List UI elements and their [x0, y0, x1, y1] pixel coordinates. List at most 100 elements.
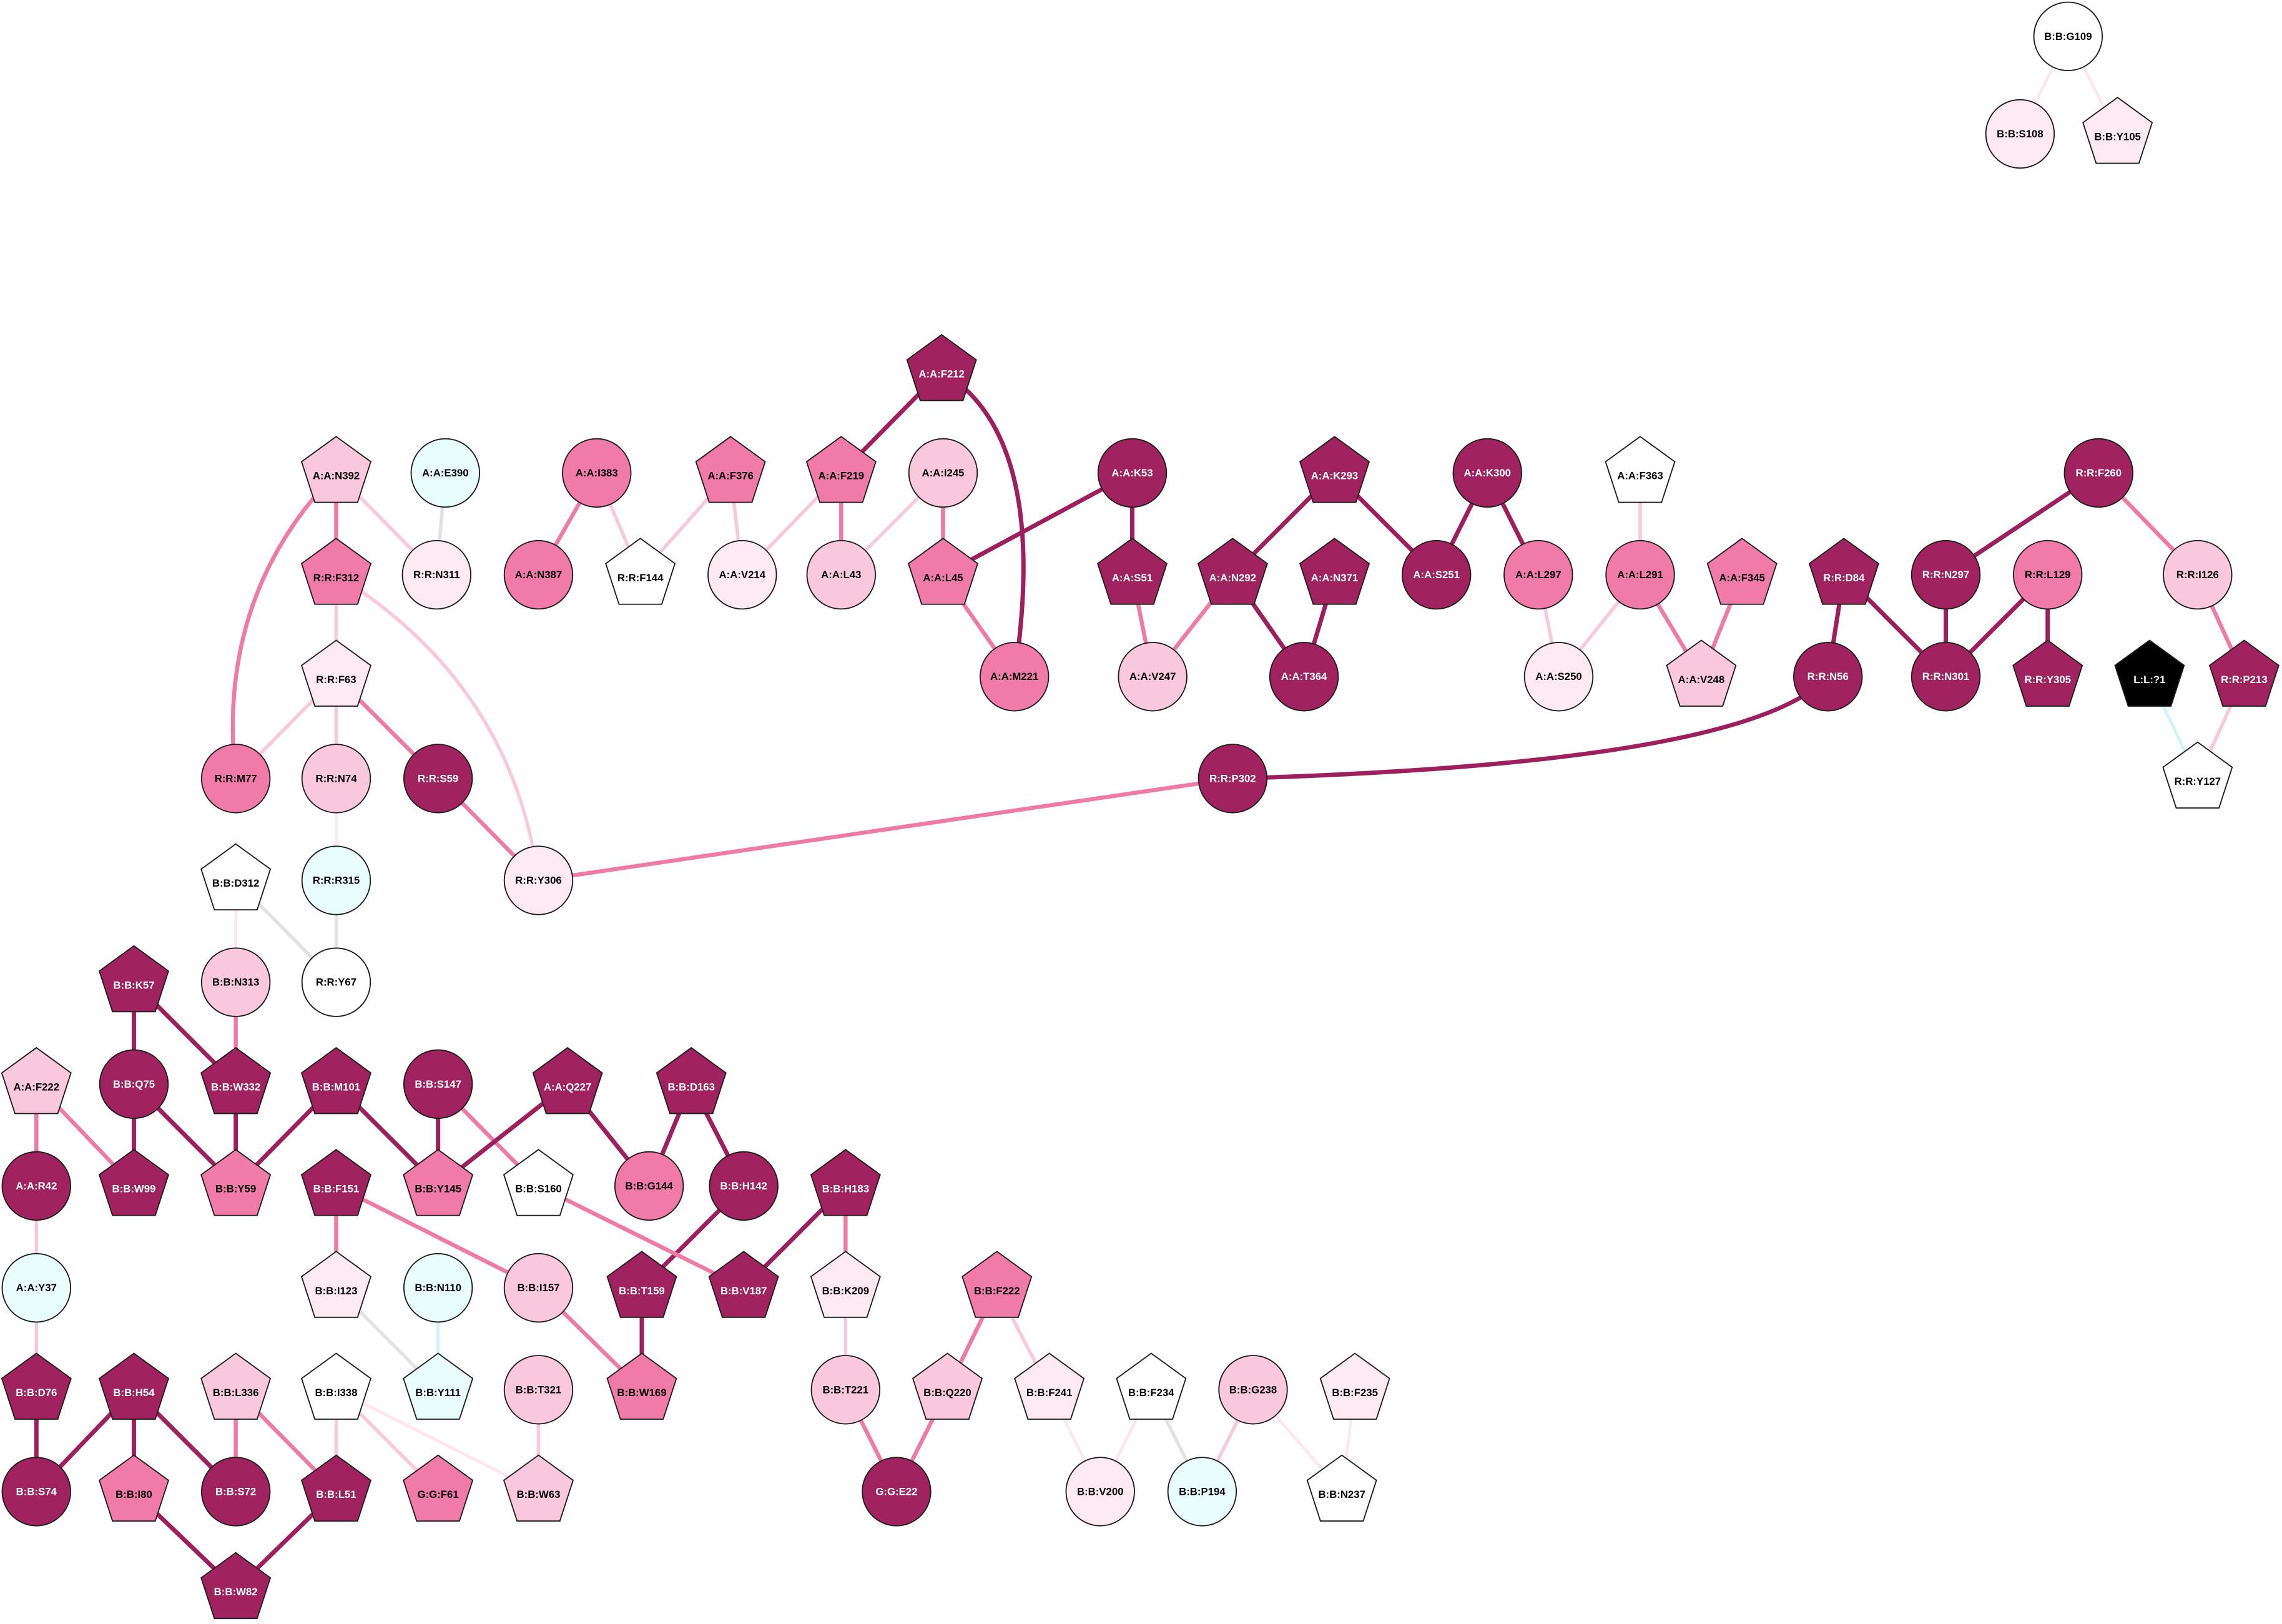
residue-node-b-b-f235: B:B:F235	[1319, 1352, 1390, 1420]
residue-node-a-a-i383: A:A:I383	[561, 438, 632, 508]
node-pentagon	[300, 436, 371, 503]
node-circle	[403, 1049, 473, 1120]
node-circle	[2012, 539, 2083, 610]
node-label: B:B:L336	[213, 1387, 259, 1399]
residue-node-a-a-v248: A:A:V248	[1666, 639, 1737, 707]
node-circle	[1523, 642, 1594, 712]
node-label: A:A:T364	[1281, 671, 1327, 682]
residue-node-r-r-s59: R:R:S59	[403, 744, 473, 814]
node-label: B:B:Y111	[415, 1387, 461, 1399]
node-label: B:B:I157	[517, 1282, 559, 1294]
node-label: A:A:L43	[821, 569, 861, 581]
residue-node-a-a-e390: A:A:E390	[410, 438, 480, 508]
node-label: A:A:N371	[1311, 572, 1358, 584]
residue-node-b-b-g144: B:B:G144	[614, 1151, 684, 1221]
node-circle	[1269, 642, 1339, 712]
residue-node-r-r-p213: R:R:P213	[2208, 639, 2280, 707]
node-pentagon	[503, 1454, 574, 1522]
node-pentagon	[805, 436, 877, 503]
node-label: R:R:R315	[313, 875, 360, 887]
node-pentagon	[1, 1046, 72, 1115]
node-label: R:R:N311	[413, 569, 460, 581]
residue-node-b-b-y59: B:B:Y59	[200, 1149, 272, 1216]
edge-r-r-n56-to-r-r-p302	[1230, 674, 1831, 781]
residue-node-b-b-d76: B:B:D76	[1, 1352, 72, 1420]
residue-node-b-b-n237: B:B:N237	[1306, 1454, 1377, 1522]
residue-node-a-a-f222: A:A:F222	[1, 1046, 72, 1115]
node-label: R:R:I126	[2176, 569, 2219, 581]
node-label: B:B:G109	[2044, 31, 2092, 42]
node-label: B:B:I80	[116, 1489, 152, 1500]
residue-node-a-a-r42: A:A:R42	[1, 1151, 71, 1221]
node-label: A:A:L45	[923, 572, 963, 584]
node-pentagon	[2012, 639, 2083, 707]
residue-node-a-a-s251: A:A:S251	[1401, 539, 1472, 610]
residue-node-b-b-t221: B:B:T221	[810, 1355, 881, 1425]
node-circle	[2163, 539, 2233, 610]
node-circle	[2063, 438, 2134, 508]
node-label: A:A:N387	[515, 569, 562, 581]
residue-node-r-r-n311: R:R:N311	[401, 539, 472, 610]
residue-node-b-b-y145: B:B:Y145	[403, 1149, 474, 1216]
node-label: B:B:W332	[211, 1081, 260, 1093]
residue-node-b-b-f241: B:B:F241	[1014, 1352, 1085, 1420]
residue-node-b-b-g109: B:B:G109	[2033, 1, 2103, 71]
residue-node-b-b-i123: B:B:I123	[300, 1251, 371, 1318]
node-label: B:B:S72	[215, 1485, 256, 1497]
node-circle	[1985, 99, 2055, 169]
node-label: B:B:F241	[1026, 1387, 1073, 1399]
residue-node-a-a-m221: A:A:M221	[979, 642, 1050, 712]
residue-node-r-r-f63: R:R:F63	[300, 639, 371, 707]
node-label: B:B:Y59	[215, 1183, 256, 1195]
node-circle	[301, 947, 371, 1017]
node-pentagon	[606, 1352, 677, 1420]
node-label: B:B:K209	[822, 1285, 869, 1297]
residue-node-b-b-i338: B:B:I338	[300, 1352, 371, 1420]
node-label: A:A:Y37	[16, 1282, 57, 1294]
node-label: B:B:V200	[1077, 1485, 1124, 1497]
node-label: L:L:?1	[2133, 674, 2165, 686]
node-label: B:B:K57	[113, 979, 154, 991]
residue-node-b-b-y105: B:B:Y105	[2082, 97, 2153, 164]
residue-node-a-a-f212: A:A:F212	[906, 333, 977, 401]
node-label: A:A:V248	[1678, 674, 1725, 686]
node-circle	[1, 1457, 71, 1527]
node-pentagon	[961, 1251, 1033, 1318]
node-circle	[1218, 1355, 1288, 1425]
residue-node-b-b-q220: B:B:Q220	[912, 1352, 983, 1420]
node-circle	[908, 438, 978, 508]
residue-node-a-a-n371: A:A:N371	[1299, 538, 1370, 605]
node-circle	[979, 642, 1050, 712]
residue-node-b-b-y111: B:B:Y111	[403, 1352, 474, 1420]
residue-node-a-a-n387: A:A:N387	[503, 539, 574, 610]
node-label: B:B:F235	[1332, 1387, 1378, 1399]
residue-node-r-r-f260: R:R:F260	[2063, 438, 2134, 508]
residue-node-b-b-d163: B:B:D163	[656, 1046, 727, 1115]
residue-node-a-a-q227: A:A:Q227	[532, 1046, 603, 1115]
node-pentagon	[300, 1352, 371, 1420]
residue-node-b-b-g238: B:B:G238	[1218, 1355, 1288, 1425]
node-circle	[1401, 539, 1472, 610]
node-label: R:R:M77	[215, 772, 257, 784]
node-label: R:R:N74	[315, 772, 357, 784]
node-label: R:R:F312	[313, 572, 360, 584]
node-circle	[503, 1355, 574, 1425]
node-label: A:A:F212	[918, 368, 965, 380]
node-circle	[410, 438, 480, 508]
node-pentagon	[708, 1251, 779, 1318]
node-label: B:B:W99	[112, 1183, 156, 1195]
residue-node-b-b-i157: B:B:I157	[503, 1252, 574, 1323]
node-pentagon	[1319, 1352, 1390, 1420]
residue-node-g-g-f61: G:G:F61	[403, 1454, 474, 1522]
node-pentagon	[403, 1454, 474, 1522]
node-label: B:B:H142	[720, 1180, 767, 1192]
residue-node-a-a-y37: A:A:Y37	[1, 1252, 71, 1323]
node-pentagon	[1666, 639, 1737, 707]
node-pentagon	[300, 639, 371, 707]
node-pentagon	[695, 436, 766, 503]
node-label: A:A:E390	[422, 467, 469, 479]
node-label: A:A:R42	[16, 1180, 57, 1192]
residue-node-r-r-p302: R:R:P302	[1198, 744, 1268, 814]
node-circle	[403, 744, 473, 814]
